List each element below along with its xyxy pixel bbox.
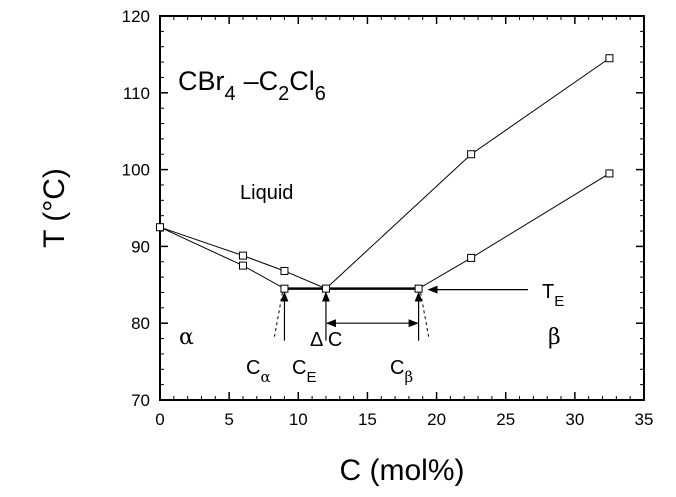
x-tick-label: 20 bbox=[427, 410, 446, 429]
series-line bbox=[159, 173, 610, 290]
c-alpha-label: Cα bbox=[246, 357, 271, 386]
beta-region-label: β bbox=[548, 325, 561, 350]
c-e-sub: E bbox=[306, 369, 316, 386]
data-point bbox=[467, 150, 476, 159]
y-tick-label: 90 bbox=[131, 237, 150, 256]
x-axis-title: C (mol%) bbox=[340, 454, 465, 487]
data-point bbox=[238, 261, 247, 270]
axis-ticks bbox=[159, 15, 645, 401]
system-label-c-sub: 2 bbox=[278, 83, 289, 105]
series-line bbox=[159, 226, 327, 290]
plot-frame bbox=[159, 15, 645, 401]
delta-c-label: Δ C bbox=[310, 329, 342, 351]
c-e-label: CE bbox=[292, 357, 316, 386]
x-tick-label: 25 bbox=[496, 410, 515, 429]
t-e-sub: E bbox=[554, 293, 564, 310]
system-label: CBr4 –C2Cl6 bbox=[178, 66, 326, 105]
x-tick-label: 5 bbox=[224, 410, 233, 429]
data-point bbox=[321, 284, 330, 293]
x-tick-label: 10 bbox=[289, 410, 308, 429]
c-alpha-sub: α bbox=[260, 368, 270, 386]
y-tick-label: 80 bbox=[131, 314, 150, 333]
alpha-boundary-dash bbox=[273, 292, 283, 337]
data-point bbox=[467, 253, 476, 262]
y-tick-label: 70 bbox=[131, 391, 150, 410]
data-point bbox=[605, 54, 614, 63]
c-beta-label: Cβ bbox=[390, 357, 413, 386]
c-beta-main: C bbox=[390, 357, 404, 379]
annotation-arrows bbox=[280, 285, 528, 341]
data-point bbox=[280, 284, 289, 293]
x-tick-label: 15 bbox=[358, 410, 377, 429]
x-tick-label: 30 bbox=[565, 410, 584, 429]
system-label-dash-c: –C bbox=[244, 66, 279, 96]
guide-dashes bbox=[273, 292, 430, 337]
data-point bbox=[414, 284, 423, 293]
system-label-cl-sub: 6 bbox=[315, 83, 326, 105]
c-e-main: C bbox=[292, 357, 306, 379]
t-e-main: T bbox=[542, 281, 554, 303]
y-tick-label: 100 bbox=[122, 161, 150, 180]
x-tick-label: 35 bbox=[635, 410, 654, 429]
data-point bbox=[238, 251, 247, 260]
x-tick-labels: 0 5 10 15 20 25 30 35 bbox=[155, 410, 653, 429]
y-tick-label: 120 bbox=[122, 7, 150, 26]
alpha-region-label: α bbox=[179, 325, 194, 350]
beta-boundary-dash bbox=[420, 292, 430, 337]
system-label-cbr-sub: 4 bbox=[225, 83, 236, 105]
y-tick-labels: 70 80 90 100 110 120 bbox=[122, 7, 150, 410]
y-tick-label: 110 bbox=[123, 84, 150, 103]
t-e-label: TE bbox=[542, 281, 564, 310]
data-point bbox=[156, 223, 164, 232]
y-axis-title: T (°C) bbox=[38, 168, 71, 248]
data-point bbox=[605, 169, 614, 178]
data-point bbox=[280, 266, 289, 275]
system-label-cl: Cl bbox=[289, 66, 315, 96]
c-alpha-main: C bbox=[246, 357, 260, 379]
liquid-label: Liquid bbox=[240, 182, 293, 204]
system-label-cbr: CBr bbox=[178, 66, 225, 96]
c-beta-sub: β bbox=[404, 368, 413, 386]
x-tick-label: 0 bbox=[155, 410, 164, 429]
